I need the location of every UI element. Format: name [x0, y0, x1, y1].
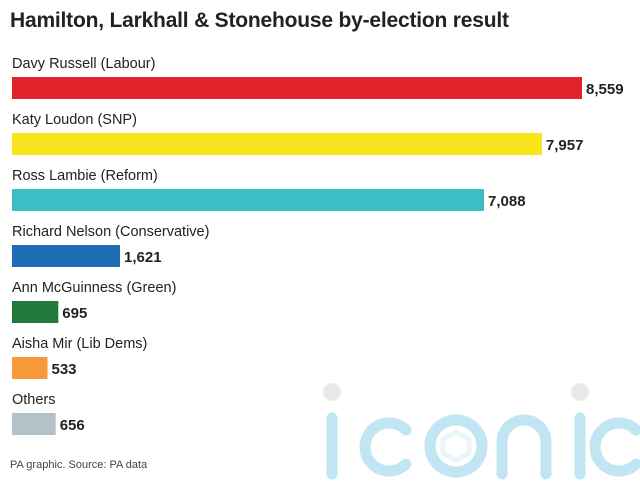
bar	[12, 77, 582, 99]
bar	[12, 357, 48, 379]
chart-title: Hamilton, Larkhall & Stonehouse by-elect…	[10, 9, 509, 32]
category-label: Others	[12, 392, 56, 408]
value-label: 533	[52, 361, 77, 378]
bar	[12, 301, 59, 323]
category-label: Ann McGuinness (Green)	[12, 280, 176, 296]
value-label: 7,088	[488, 193, 526, 210]
bar	[12, 189, 484, 211]
category-label: Richard Nelson (Conservative)	[12, 224, 209, 240]
category-label: Katy Loudon (SNP)	[12, 112, 137, 128]
category-label: Aisha Mir (Lib Dems)	[12, 336, 147, 352]
source-note: PA graphic. Source: PA data	[10, 459, 148, 471]
category-label: Davy Russell (Labour)	[12, 56, 155, 72]
value-label: 656	[60, 417, 85, 434]
value-label: 8,559	[586, 81, 624, 98]
value-label: 7,957	[546, 137, 584, 154]
bar	[12, 245, 120, 267]
category-label: Ross Lambie (Reform)	[12, 168, 158, 184]
value-label: 1,621	[124, 249, 162, 266]
iconic-watermark-logo	[323, 383, 640, 480]
value-label: 695	[62, 305, 87, 322]
bar	[12, 133, 542, 155]
bar	[12, 413, 56, 435]
